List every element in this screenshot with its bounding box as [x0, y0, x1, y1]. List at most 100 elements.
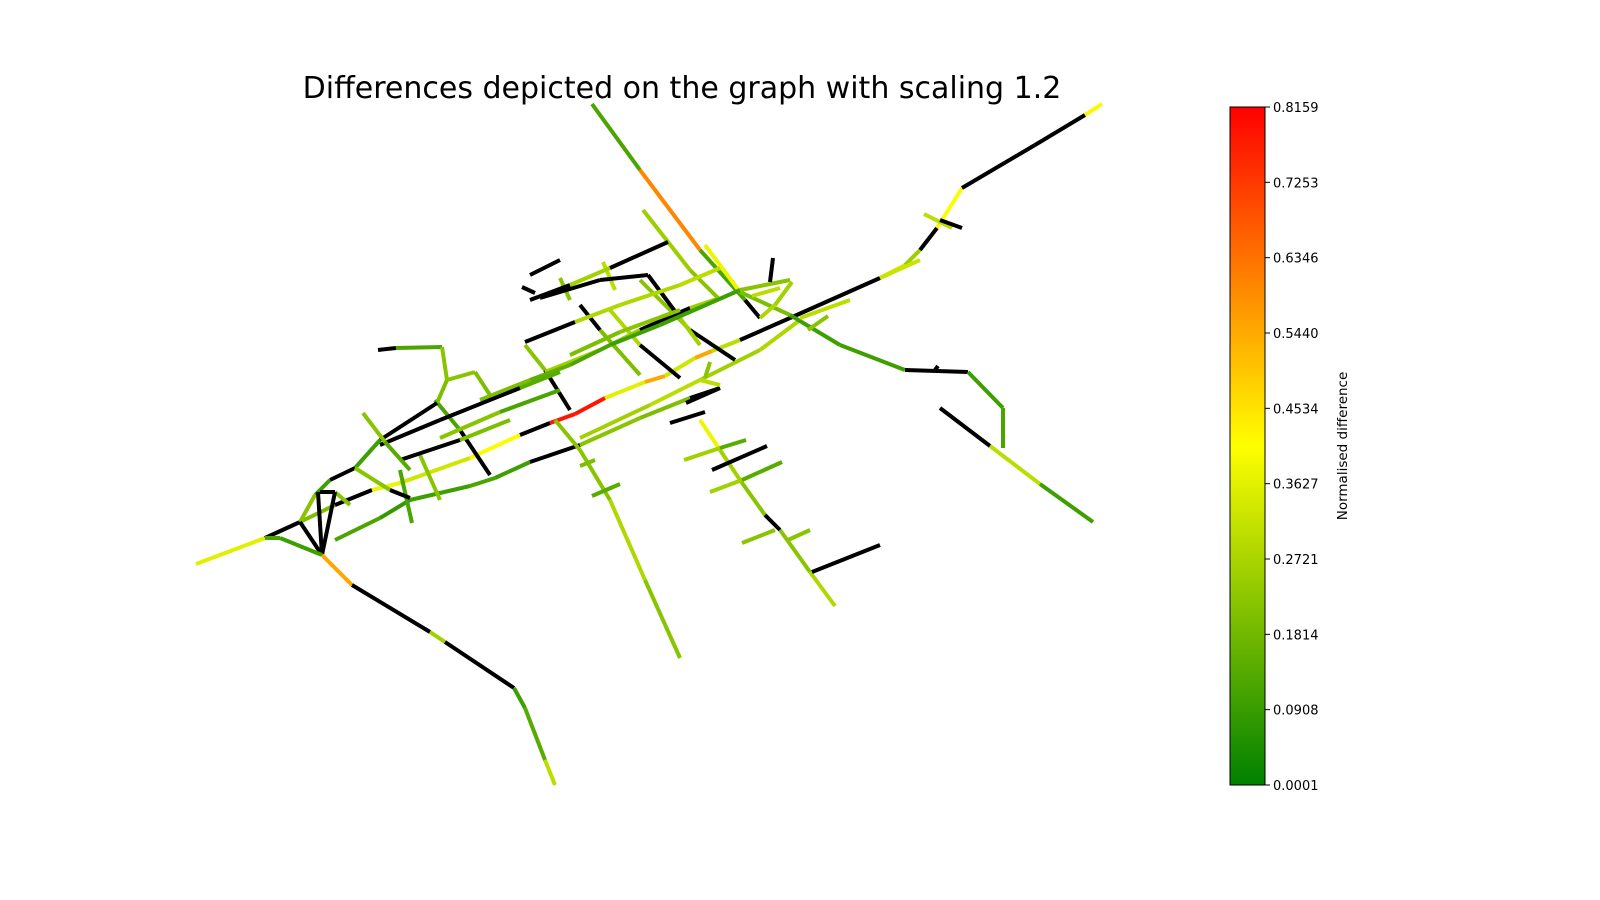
graph-edge: [808, 570, 837, 608]
graph-edge: [316, 491, 324, 556]
graph-edge: [499, 388, 561, 414]
graph-edge: [494, 460, 531, 480]
graph-edge: [811, 543, 881, 574]
graph-edge: [333, 490, 352, 507]
graph-edge: [718, 448, 742, 482]
graph-edge: [569, 343, 611, 367]
graph-edge: [778, 528, 812, 574]
graph-edge: [399, 438, 461, 462]
colorbar-tick-label: 0.8159: [1273, 101, 1319, 116]
graph-edge: [439, 410, 501, 440]
graph-edge: [320, 553, 354, 587]
colorbar-tick-label: 0.3627: [1273, 478, 1319, 493]
network-graph: [195, 102, 1104, 786]
colorbar-gradient: [1229, 106, 1266, 786]
graph-edge: [399, 456, 471, 485]
graph-edge: [609, 240, 669, 270]
graph-edge: [439, 386, 521, 422]
graph-edge: [923, 212, 953, 230]
graph-edge: [440, 346, 449, 381]
graph-edge: [758, 303, 777, 320]
graph-edge: [988, 444, 1042, 486]
graph-edge: [378, 498, 412, 520]
graph-edge: [918, 226, 939, 252]
colorbar-tick-label: 0.0001: [1273, 779, 1319, 794]
graph-edge: [519, 421, 551, 437]
graph-edge: [529, 258, 561, 277]
graph-edge: [459, 418, 511, 442]
graph-edge: [699, 348, 761, 382]
graph-edge: [334, 516, 381, 542]
graph-edge: [361, 411, 387, 444]
graph-edge: [643, 579, 682, 659]
graph-edge: [739, 290, 791, 317]
graph-edge: [739, 316, 791, 342]
graph-edge: [409, 484, 471, 502]
graph-edge: [663, 356, 697, 378]
graph-edge: [298, 494, 317, 523]
graph-edge: [639, 306, 691, 332]
graph-edge: [512, 687, 527, 709]
graph-edge: [719, 438, 747, 450]
graph-edge: [649, 378, 701, 407]
graph-edge: [619, 283, 681, 307]
graph-edge: [768, 257, 775, 283]
colorbar-ticks: 0.8159 0.7253 0.6346 0.5440 0.4534 0.3627 0.27…: [1265, 101, 1319, 794]
graph-edge: [524, 320, 576, 344]
graph-edge: [703, 361, 712, 379]
graph-edge: [298, 520, 324, 557]
graph-edge: [539, 278, 601, 300]
graph-edge: [350, 583, 432, 634]
graph-edge: [683, 446, 721, 462]
graph-edge: [529, 283, 571, 302]
graph-edge: [638, 168, 702, 252]
graph-edge: [389, 488, 411, 500]
graph-edge: [574, 396, 606, 416]
graph-edge: [591, 482, 621, 498]
graph-edge: [469, 476, 496, 488]
graph-edge: [933, 364, 940, 372]
graph-edge: [599, 273, 649, 282]
graph-edge: [529, 363, 571, 382]
graph-edge: [763, 513, 782, 532]
graph-edge: [334, 488, 373, 507]
graph-edge: [435, 379, 449, 404]
graph-edge: [788, 313, 842, 347]
graph-edge: [264, 520, 301, 540]
graph-edge: [446, 370, 476, 382]
graph-edge: [377, 346, 397, 352]
graph-edge: [379, 418, 441, 447]
graph-edge: [639, 396, 691, 420]
graph-edge: [839, 343, 906, 372]
colorbar-tick-label: 0.7253: [1273, 176, 1319, 191]
graph-edge: [711, 444, 768, 472]
graph-edge: [479, 378, 531, 402]
graph-edge: [574, 303, 621, 324]
graph-edge: [741, 528, 776, 545]
graph-edge: [688, 268, 722, 302]
colorbar-tick-label: 0.0908: [1273, 704, 1319, 719]
graph-edge: [789, 276, 881, 320]
graph-edge: [601, 261, 617, 291]
graph-edge: [1083, 102, 1104, 117]
graph-edge: [644, 374, 666, 384]
graph-edge: [604, 380, 646, 400]
graph-edge: [685, 386, 721, 405]
graph-edge: [578, 448, 612, 502]
figure-title: Differences depicted on the graph with s…: [303, 71, 1062, 106]
graph-edge: [638, 343, 682, 380]
graph-edge: [806, 314, 830, 332]
graph-edge: [619, 308, 681, 334]
colorbar: 0.8159 0.7253 0.6346 0.5440 0.4534 0.3627 0.27…: [1229, 101, 1351, 794]
graph-edge: [279, 536, 323, 557]
colorbar-tick-label: 0.1814: [1273, 628, 1319, 643]
graph-edge: [569, 330, 621, 357]
graph-edge: [741, 460, 783, 482]
colorbar-tick-label: 0.2721: [1273, 553, 1319, 568]
graph-edge: [678, 316, 702, 347]
graph-edge: [523, 343, 547, 372]
graph-edge: [608, 308, 642, 347]
graph-edge: [679, 266, 721, 287]
graph-edge: [879, 258, 921, 280]
